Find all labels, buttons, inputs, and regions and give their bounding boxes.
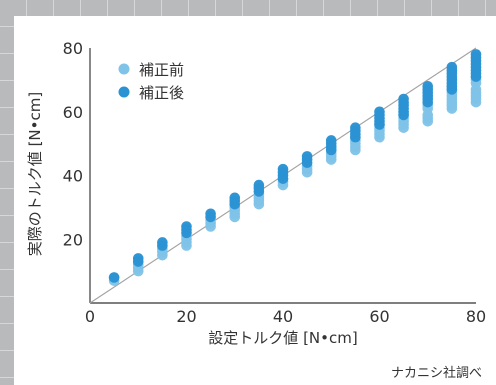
legend-label-before: 補正前 — [139, 61, 184, 79]
x-tick-label: 40 — [273, 307, 293, 326]
after-correction-point — [301, 151, 313, 162]
legend-label-after: 補正後 — [139, 84, 184, 102]
source-label: ナカニシ社調べ — [391, 365, 482, 381]
y-tick-label: 80 — [63, 39, 83, 58]
after-correction-point — [205, 208, 216, 220]
after-correction-point — [422, 80, 434, 92]
after-correction-point — [350, 122, 361, 133]
after-correction-point — [229, 192, 241, 204]
after-correction-point — [398, 93, 409, 105]
after-correction-point — [132, 253, 144, 264]
x-axis-label: 設定トルク値 [N•cm] — [208, 329, 357, 347]
after-correction-point — [108, 272, 120, 283]
legend-marker-before — [118, 63, 130, 75]
after-correction-point — [325, 135, 337, 146]
y-tick-label: 20 — [63, 230, 83, 249]
after-correction-point — [253, 179, 265, 191]
x-tick-label: 20 — [176, 307, 196, 326]
y-tick-label: 60 — [63, 103, 83, 122]
x-tick-label: 80 — [466, 307, 486, 326]
x-tick-label: 0 — [85, 307, 95, 326]
x-tick-label: 60 — [369, 307, 389, 326]
y-tick-label: 40 — [63, 167, 83, 186]
after-correction-point — [157, 237, 168, 248]
after-correction-point — [470, 49, 482, 60]
y-axis-label: 実際のトルク値 [N•cm] — [26, 92, 44, 256]
after-correction-point — [277, 163, 289, 175]
legend-marker-after — [118, 86, 130, 98]
after-correction-point — [181, 221, 192, 232]
after-correction-point — [446, 61, 458, 73]
after-correction-point — [374, 106, 385, 118]
